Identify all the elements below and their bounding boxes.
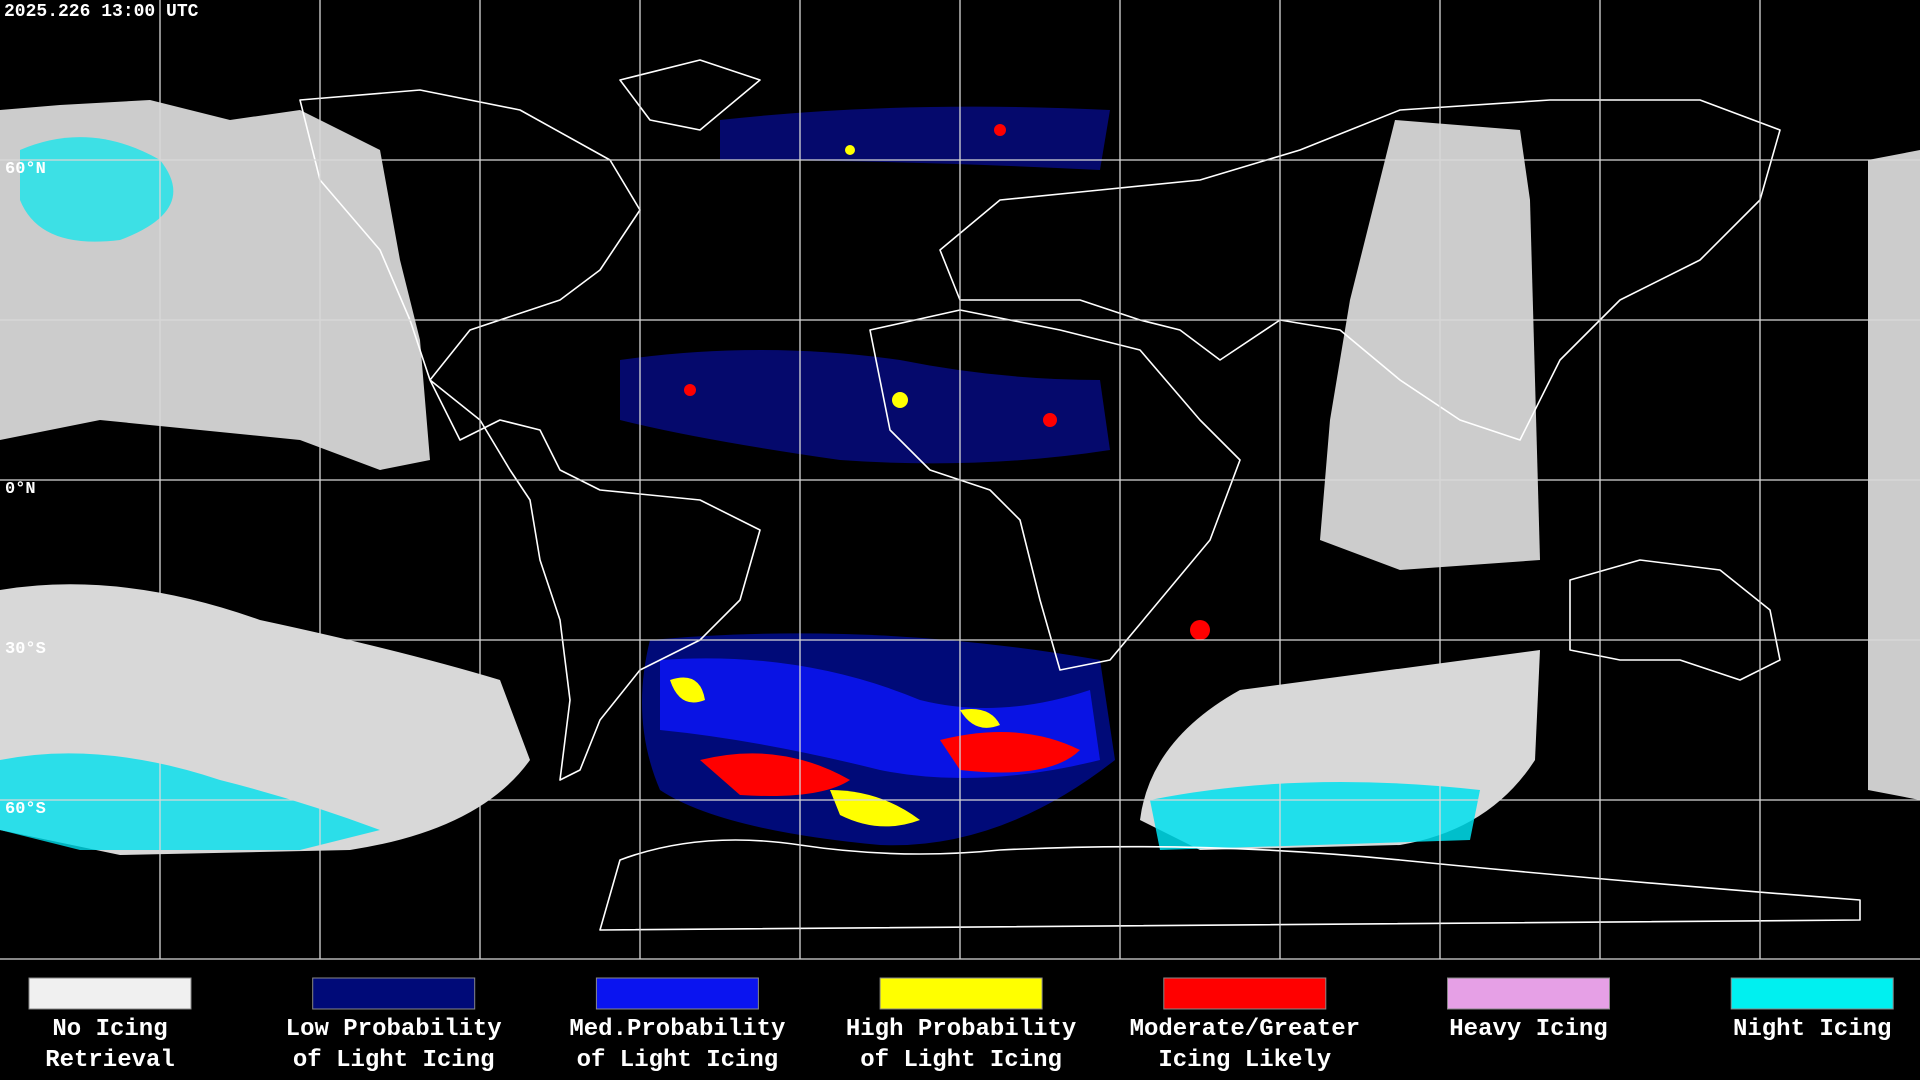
legend-swatch bbox=[28, 977, 192, 1010]
legend: No Icing Retrieval Low Probability of Light… bbox=[28, 977, 1894, 1074]
latitude-labels: 60°N 0°N 30°S 60°S bbox=[5, 160, 46, 819]
legend-label: Icing Likely bbox=[1158, 1047, 1331, 1074]
legend-swatch bbox=[1447, 977, 1610, 1010]
legend-swatch bbox=[595, 977, 759, 1010]
legend-swatch bbox=[879, 977, 1043, 1010]
timestamp: 2025.226 13:00 UTC bbox=[4, 2, 199, 22]
legend-swatch bbox=[1730, 977, 1894, 1010]
legend-label: Retrieval bbox=[45, 1047, 175, 1074]
legend-label: No Icing bbox=[52, 1016, 167, 1043]
legend-label: Night Icing bbox=[1733, 1016, 1891, 1043]
latitude-label: 0°N bbox=[5, 480, 36, 499]
graticule bbox=[0, 0, 1920, 960]
icing-areas bbox=[620, 106, 1210, 846]
latitude-label: 60°N bbox=[5, 160, 46, 179]
legend-label: of Light Icing bbox=[860, 1047, 1062, 1074]
legend-swatch bbox=[312, 977, 476, 1010]
legend-swatch bbox=[1163, 977, 1327, 1010]
cloud-areas bbox=[0, 100, 1920, 855]
legend-label: of Light Icing bbox=[577, 1047, 779, 1074]
legend-label: Moderate/Greater bbox=[1130, 1016, 1360, 1043]
legend-label: High Probability bbox=[846, 1016, 1076, 1043]
legend-label: of Light Icing bbox=[293, 1047, 495, 1074]
legend-label: Low Probability bbox=[286, 1016, 502, 1043]
legend-label: Heavy Icing bbox=[1449, 1016, 1607, 1043]
latitude-label: 30°S bbox=[5, 640, 46, 659]
latitude-label: 60°S bbox=[5, 800, 46, 819]
legend-label: Med.Probability bbox=[569, 1016, 785, 1043]
